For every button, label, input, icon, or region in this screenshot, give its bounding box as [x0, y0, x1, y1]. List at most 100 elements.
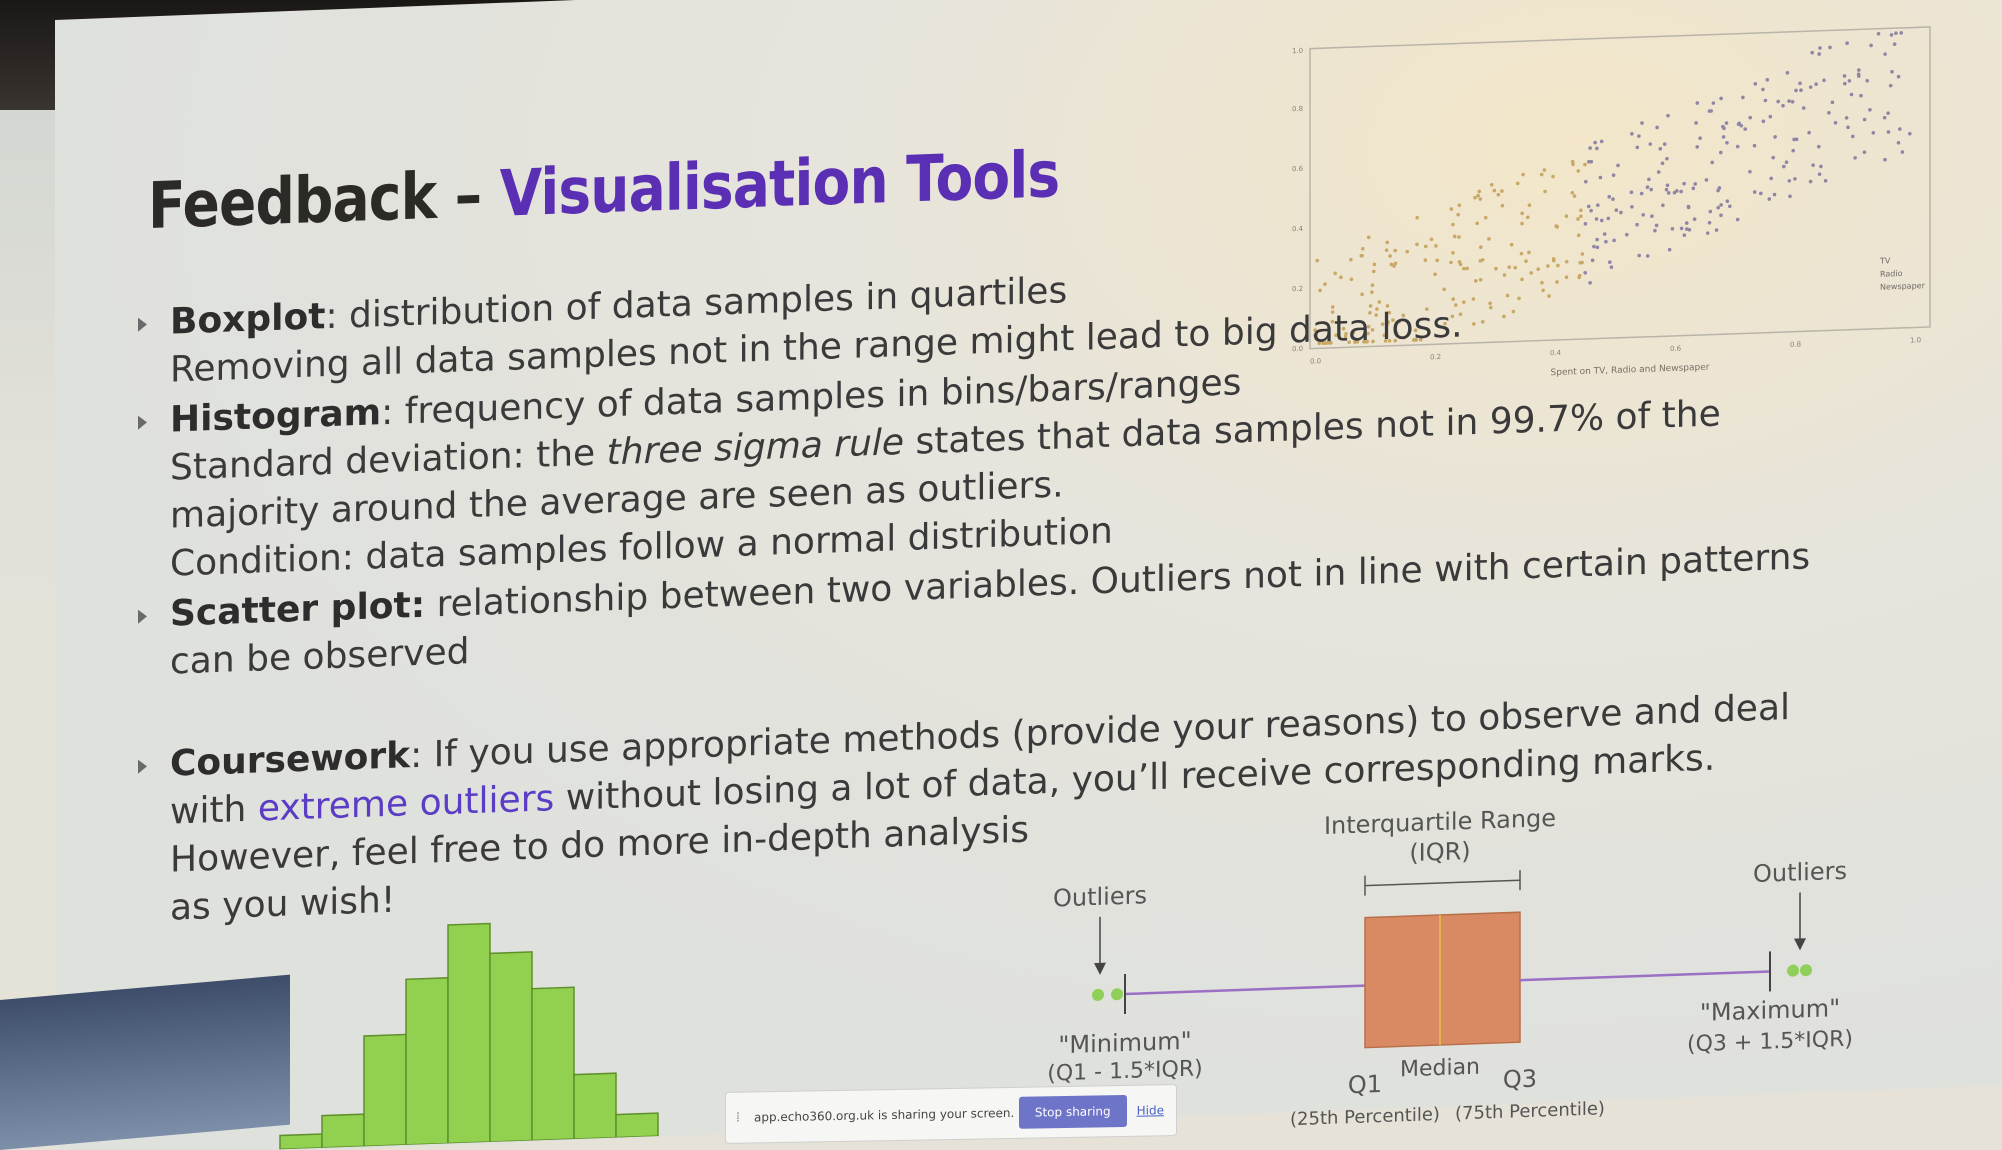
scatter-point: [1827, 110, 1831, 115]
scatter-point: [1564, 275, 1569, 279]
scatter-point: [1451, 297, 1455, 302]
histogram: [260, 892, 780, 1150]
scatter-point: [1478, 277, 1483, 282]
scatter-point: [1748, 169, 1752, 174]
scatter-point: [1833, 120, 1838, 125]
scatter-point: [1781, 103, 1785, 108]
scatter-point: [1785, 71, 1790, 75]
scatter-point: [1496, 192, 1501, 197]
scatter-point: [1578, 260, 1583, 265]
scatter-point: [1655, 125, 1659, 130]
outliers-left-label: Outliers: [1053, 881, 1147, 912]
scatter-point: [1752, 190, 1757, 194]
scatter-point: [1639, 191, 1644, 196]
drag-handle-icon[interactable]: ⁞: [735, 1109, 741, 1126]
scatter-point: [1330, 305, 1335, 309]
scatter-point: [1579, 208, 1583, 213]
minimum-formula: (Q1 - 1.5*IQR): [1047, 1056, 1202, 1086]
whisker-right: [1520, 970, 1770, 982]
scatter-point: [1823, 178, 1828, 183]
scatter-point: [1589, 159, 1594, 164]
scatter-point: [1402, 335, 1406, 340]
scatter-point: [1370, 328, 1375, 332]
scatter-point: [1552, 258, 1556, 263]
scatter-point: [1475, 221, 1479, 226]
scatter-point: [1719, 203, 1723, 207]
scatter-point: [1753, 82, 1758, 86]
boxplot-diagram: Interquartile Range (IQR) Outliers Outli…: [1010, 789, 1910, 1150]
scatter-point: [1366, 235, 1371, 240]
scatter-point: [1886, 111, 1890, 116]
scatter-point: [1842, 74, 1847, 78]
iqr-abbrev: (IQR): [1409, 837, 1470, 867]
scatter-point: [1349, 277, 1354, 282]
histogram-bar: [615, 1112, 659, 1139]
ytick: 0.0: [1292, 345, 1303, 353]
scatter-point: [1483, 215, 1488, 220]
scatter-point: [1743, 127, 1748, 131]
scatter-point: [1725, 199, 1730, 204]
scatter-point: [1393, 248, 1397, 253]
scatter-point: [1801, 106, 1806, 110]
maximum-formula: (Q3 + 1.5*IQR): [1687, 1027, 1853, 1058]
scatter-point: [1776, 99, 1781, 104]
scatter-point: [1719, 150, 1723, 155]
scatter-point: [1570, 190, 1575, 195]
scatter-point: [1413, 338, 1418, 342]
scatter-point: [1375, 307, 1379, 311]
scatter-point: [1741, 95, 1745, 100]
scatter-point: [1353, 340, 1357, 344]
scatter-point: [1472, 322, 1476, 326]
scatter-point: [1609, 265, 1614, 269]
legend-radio: Radio: [1880, 269, 1903, 279]
maximum-label: "Maximum": [1700, 994, 1840, 1027]
scatter-point: [1828, 45, 1832, 50]
scatter-point: [1889, 33, 1894, 37]
scatter-point: [1536, 267, 1541, 271]
scatter-point: [1362, 339, 1366, 344]
hide-link[interactable]: Hide: [1136, 1103, 1164, 1118]
scatter-point: [1397, 319, 1401, 324]
scatter-point: [1587, 159, 1591, 164]
iqr-label: Interquartile Range: [1324, 804, 1556, 840]
scatter-point: [1810, 50, 1815, 55]
scatter-point: [1596, 203, 1600, 207]
scatter-point: [1630, 132, 1634, 136]
scatter-point: [1611, 197, 1615, 202]
scatter-point: [1392, 264, 1396, 268]
scatter-point: [1679, 189, 1683, 194]
scatter-point: [1888, 83, 1893, 88]
scatter-point: [1359, 253, 1364, 258]
scatter-point: [1576, 233, 1581, 238]
scatter-point: [1792, 137, 1796, 142]
scatter-point: [1387, 339, 1392, 343]
scatter-point: [1551, 174, 1555, 179]
scatter-point: [1555, 280, 1559, 284]
outlier-point: [1787, 964, 1799, 977]
scatter-point: [1361, 246, 1365, 251]
scatter-point: [1648, 142, 1653, 146]
legend-tv: TV: [1879, 256, 1891, 265]
ytick: 1.0: [1292, 47, 1303, 55]
scatter-point: [1856, 72, 1861, 77]
term-scatter: Scatter plot:: [170, 584, 426, 635]
scatter-point: [1360, 292, 1364, 297]
scatter-point: [1665, 156, 1669, 161]
scatter-point: [1382, 333, 1387, 338]
scatter-point: [1384, 248, 1389, 252]
scatter-point: [1505, 293, 1510, 298]
stop-sharing-button[interactable]: Stop sharing: [1018, 1094, 1127, 1129]
scatter-point: [1787, 179, 1792, 183]
scatter-point: [1707, 109, 1712, 113]
scatter-point: [1844, 116, 1849, 120]
scatter-point: [1763, 98, 1768, 103]
scatter-point: [1693, 182, 1698, 186]
scatter-point: [1330, 319, 1335, 324]
scatter-point: [1637, 134, 1641, 138]
scatter-point: [1449, 207, 1454, 211]
scatter-point: [1705, 231, 1710, 235]
q3-label: Q3: [1503, 1065, 1537, 1094]
scatter-point: [1818, 46, 1822, 50]
histogram-bar: [489, 951, 533, 1143]
scatter-point: [1719, 213, 1723, 218]
